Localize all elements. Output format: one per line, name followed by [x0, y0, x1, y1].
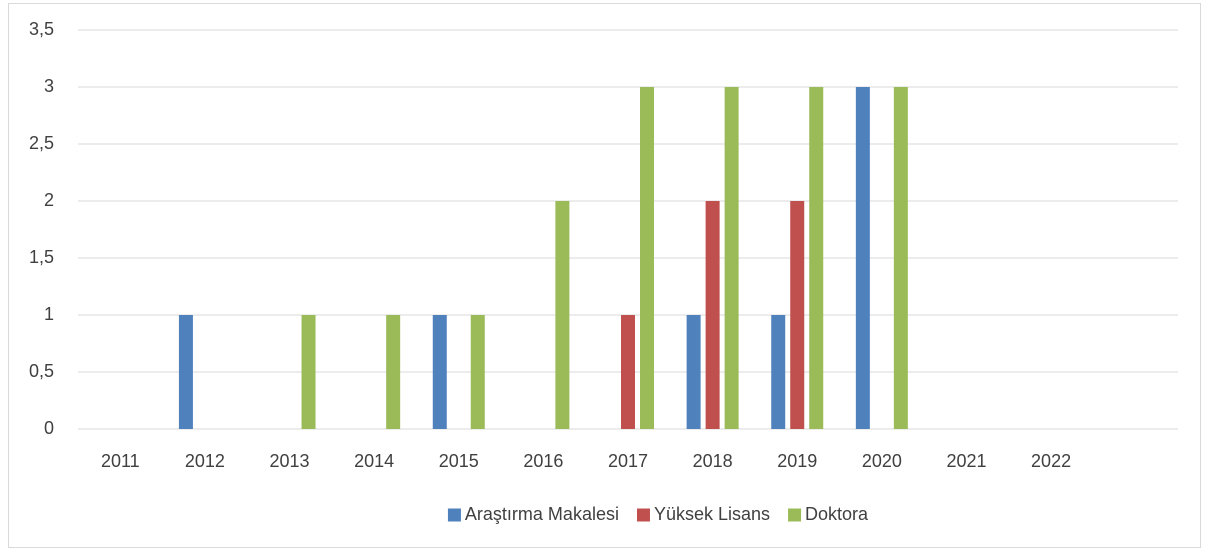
y-tick-label: 3 — [44, 76, 54, 96]
x-tick-label: 2011 — [101, 451, 140, 471]
y-tick-label: 2,5 — [29, 133, 54, 153]
x-tick-label: 2020 — [862, 451, 902, 471]
bar — [640, 87, 654, 429]
bar — [705, 201, 720, 429]
legend-swatch — [636, 508, 650, 522]
y-tick-label: 1 — [44, 304, 54, 324]
bar — [470, 315, 485, 429]
x-tick-label: 2012 — [185, 451, 225, 471]
x-tick-label: 2016 — [523, 451, 563, 471]
legend-swatch — [788, 508, 802, 522]
x-tick-label: 2019 — [777, 451, 817, 471]
bar — [555, 201, 570, 429]
y-tick-label: 1,5 — [29, 247, 54, 267]
legend-label: Araştırma Makalesi — [465, 504, 619, 524]
y-tick-label: 0,5 — [29, 361, 54, 381]
bar — [809, 87, 824, 429]
bar — [686, 315, 701, 429]
legend-swatch — [447, 508, 461, 522]
bar — [790, 201, 805, 429]
x-tick-label: 2021 — [946, 451, 986, 471]
y-tick-label: 2 — [44, 190, 54, 210]
bar — [855, 87, 870, 429]
y-tick-label: 3,5 — [29, 19, 54, 39]
legend-label: Doktora — [805, 504, 869, 524]
x-tick-label: 2022 — [1031, 451, 1071, 471]
chart-border — [8, 3, 1201, 548]
y-tick-label: 0 — [44, 418, 54, 438]
bar — [386, 315, 401, 429]
bar — [893, 87, 908, 429]
bar — [178, 315, 193, 429]
bar — [432, 315, 447, 429]
x-tick-label: 2014 — [354, 451, 394, 471]
x-tick-label: 2013 — [270, 451, 310, 471]
x-tick-label: 2015 — [439, 451, 479, 471]
bar — [301, 315, 316, 429]
x-tick-label: 2017 — [608, 451, 648, 471]
bar — [771, 315, 786, 429]
legend-label: Yüksek Lisans — [654, 504, 770, 524]
bar — [724, 87, 739, 429]
x-tick-label: 2018 — [693, 451, 733, 471]
bar — [621, 315, 635, 429]
